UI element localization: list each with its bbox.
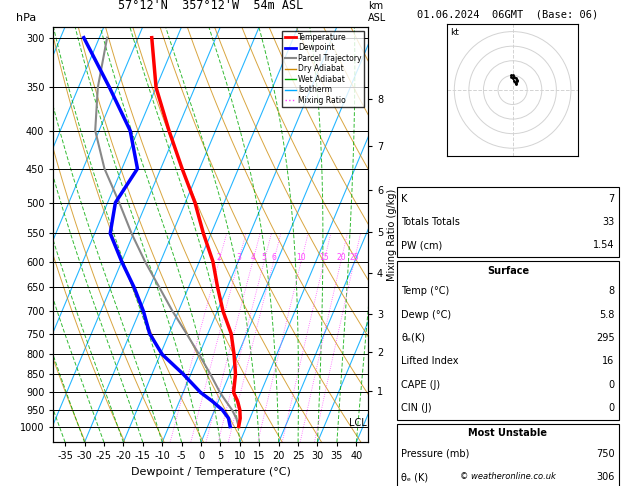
Text: CIN (J): CIN (J): [401, 403, 432, 413]
Text: 25: 25: [349, 253, 359, 261]
Text: 0: 0: [608, 380, 615, 390]
Text: 7: 7: [608, 194, 615, 204]
Text: 8: 8: [608, 286, 615, 296]
Text: 0: 0: [608, 403, 615, 413]
Text: Pressure (mb): Pressure (mb): [401, 449, 470, 459]
Text: 4: 4: [250, 253, 255, 261]
Text: PW (cm): PW (cm): [401, 241, 443, 250]
Text: 1.54: 1.54: [593, 241, 615, 250]
Text: Dewp (°C): Dewp (°C): [401, 310, 452, 320]
Text: K: K: [401, 194, 408, 204]
Text: Temp (°C): Temp (°C): [401, 286, 450, 296]
Text: 750: 750: [596, 449, 615, 459]
Text: 5.8: 5.8: [599, 310, 615, 320]
Text: θₑ(K): θₑ(K): [401, 333, 425, 343]
Text: 5: 5: [262, 253, 267, 261]
Bar: [396, 423, 620, 486]
Bar: [396, 261, 620, 419]
Text: 33: 33: [602, 217, 615, 227]
Text: 306: 306: [596, 472, 615, 482]
Text: Totals Totals: Totals Totals: [401, 217, 460, 227]
Text: 15: 15: [320, 253, 329, 261]
Text: 01.06.2024  06GMT  (Base: 06): 01.06.2024 06GMT (Base: 06): [417, 10, 599, 20]
Text: Lifted Index: Lifted Index: [401, 356, 459, 366]
Bar: [396, 187, 620, 257]
Text: Most Unstable: Most Unstable: [469, 428, 547, 438]
Text: 16: 16: [602, 356, 615, 366]
Text: 10: 10: [296, 253, 306, 261]
Text: θₑ (K): θₑ (K): [401, 472, 428, 482]
Text: Surface: Surface: [487, 266, 529, 276]
Text: 57°12'N  357°12'W  54m ASL: 57°12'N 357°12'W 54m ASL: [118, 0, 303, 12]
X-axis label: Dewpoint / Temperature (°C): Dewpoint / Temperature (°C): [131, 467, 291, 477]
Text: 20: 20: [336, 253, 346, 261]
Text: © weatheronline.co.uk: © weatheronline.co.uk: [460, 472, 556, 481]
Text: km
ASL: km ASL: [368, 1, 386, 22]
Text: hPa: hPa: [16, 13, 36, 22]
Text: 6: 6: [271, 253, 276, 261]
Text: 295: 295: [596, 333, 615, 343]
Text: CAPE (J): CAPE (J): [401, 380, 440, 390]
Text: 2: 2: [216, 253, 221, 261]
Legend: Temperature, Dewpoint, Parcel Trajectory, Dry Adiabat, Wet Adiabat, Isotherm, Mi: Temperature, Dewpoint, Parcel Trajectory…: [282, 31, 364, 107]
Y-axis label: Mixing Ratio (g/kg): Mixing Ratio (g/kg): [387, 189, 398, 280]
Text: LCL: LCL: [349, 418, 367, 428]
Text: kt: kt: [450, 28, 459, 36]
Text: 3: 3: [236, 253, 241, 261]
